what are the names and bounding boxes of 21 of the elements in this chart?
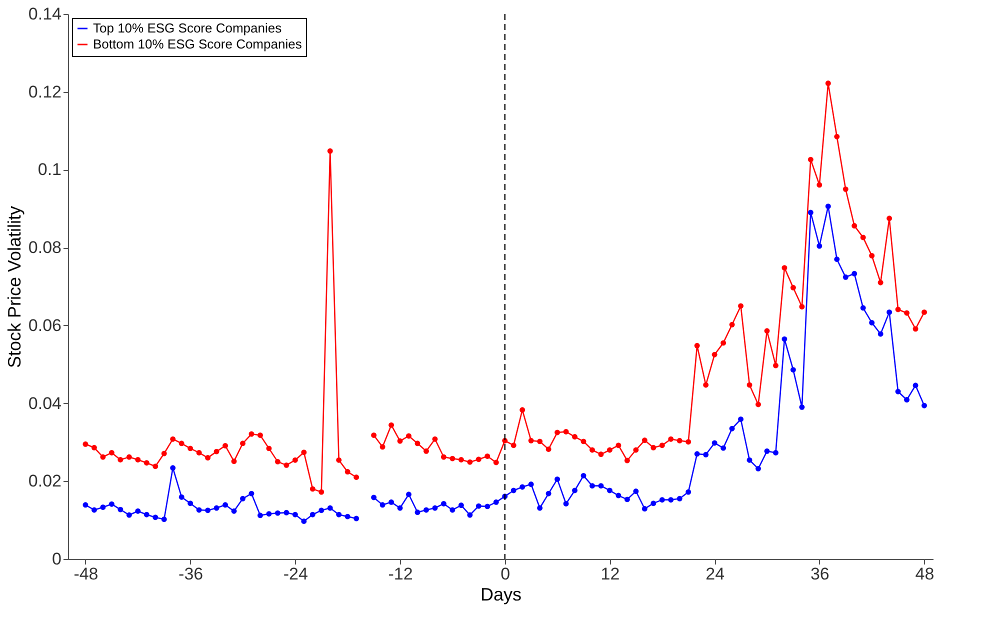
y-tick-label: 0.04	[28, 394, 62, 413]
y-tick-label: 0.12	[28, 82, 62, 102]
x-tick-label: -12	[388, 564, 413, 584]
y-tick-label: 0.14	[28, 4, 62, 24]
legend-label: Bottom 10% ESG Score Companies	[93, 36, 302, 52]
x-axis-title: Days	[480, 584, 522, 604]
y-tick-label: 0.08	[28, 238, 62, 258]
x-tick-label: 12	[600, 564, 620, 584]
x-tick-label: -48	[74, 564, 98, 584]
x-tick-label: 48	[915, 564, 934, 584]
y-axis-title: Stock Price Volatility	[4, 206, 24, 368]
legend-label: Top 10% ESG Score Companies	[93, 20, 282, 36]
x-tick-label: 0	[500, 564, 510, 584]
x-tick-label: -24	[283, 564, 308, 584]
x-tick-label: -36	[178, 564, 204, 584]
y-tick-label: 0.1	[38, 160, 62, 180]
x-tick-label: 36	[810, 564, 830, 584]
y-tick-label: 0.02	[28, 472, 62, 491]
y-tick-label: 0.06	[28, 316, 62, 335]
y-tick-label: 0	[52, 550, 62, 568]
x-tick-label: 24	[706, 564, 725, 584]
